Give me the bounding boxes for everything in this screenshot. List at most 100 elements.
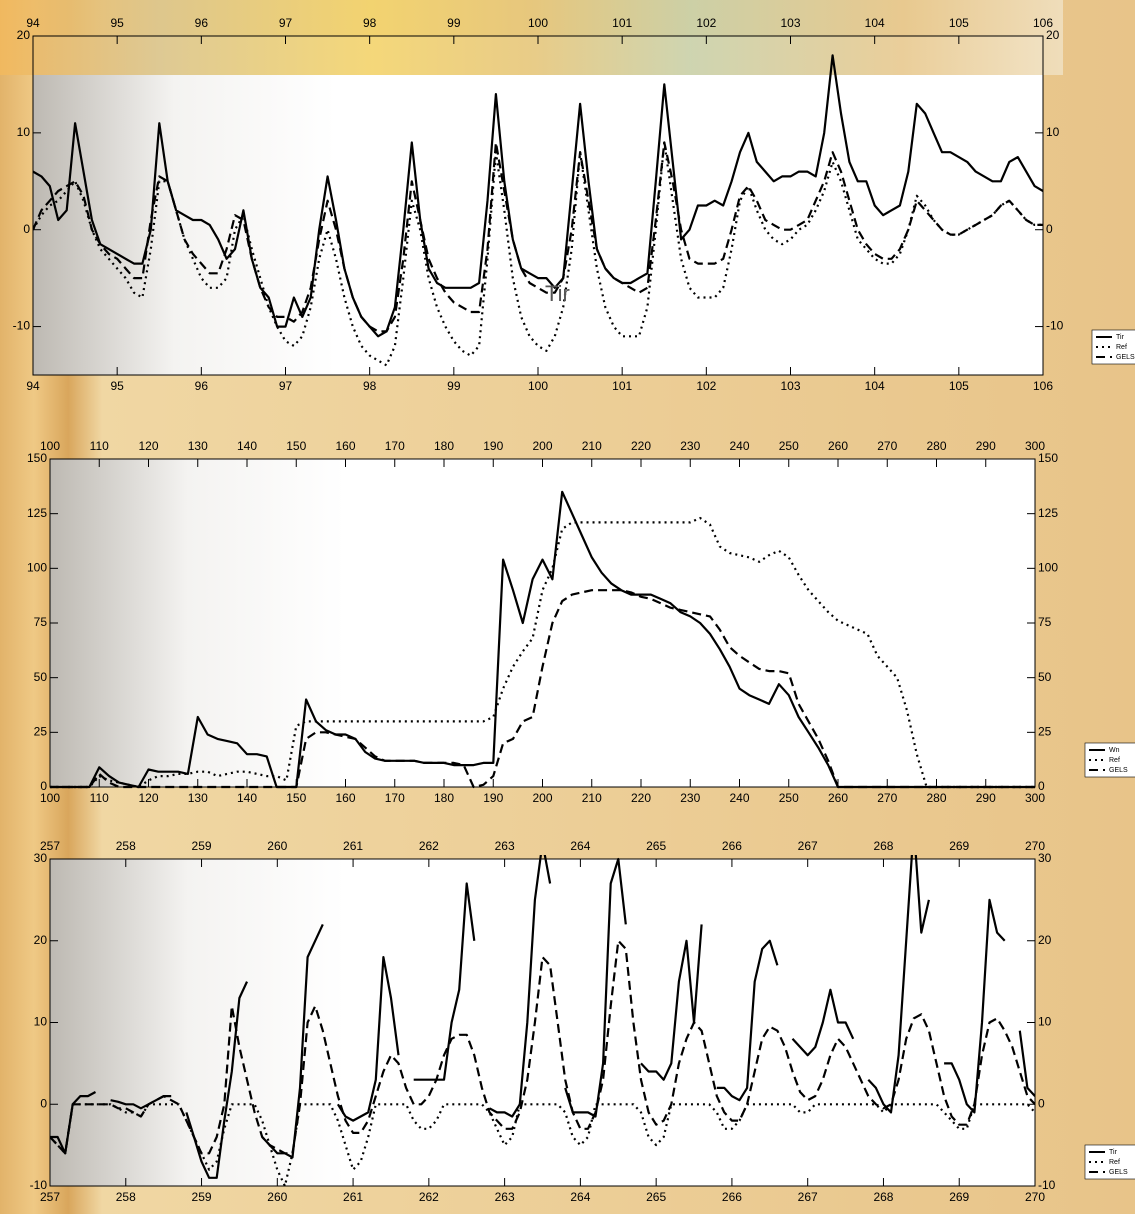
x-tick-label: 200 xyxy=(532,791,552,805)
x-tick-label: 270 xyxy=(1025,1190,1045,1204)
legend-label: Ref xyxy=(1109,757,1120,764)
x-tick-label-top: 150 xyxy=(286,439,306,453)
y-tick-label-right: 125 xyxy=(1038,506,1058,520)
x-tick-label: 262 xyxy=(419,1190,439,1204)
x-tick-label: 120 xyxy=(138,791,158,805)
y-tick-label: -10 xyxy=(13,319,31,333)
y-tick-label-right: 75 xyxy=(1038,615,1052,629)
x-tick-label-top: 130 xyxy=(188,439,208,453)
x-tick-label-top: 280 xyxy=(926,439,946,453)
y-tick-label-right: 25 xyxy=(1038,725,1052,739)
x-tick-label: 160 xyxy=(335,791,355,805)
x-tick-label-top: 269 xyxy=(949,839,969,853)
x-tick-label: 101 xyxy=(612,379,632,393)
x-tick-label-top: 240 xyxy=(729,439,749,453)
x-tick-label-top: 220 xyxy=(631,439,651,453)
x-tick-label-top: 210 xyxy=(582,439,602,453)
x-tick-label-top: 170 xyxy=(385,439,405,453)
x-tick-label: 110 xyxy=(90,791,109,805)
x-tick-label: 102 xyxy=(696,379,716,393)
x-tick-label: 95 xyxy=(110,379,124,393)
y-tick-label: 100 xyxy=(27,561,47,575)
x-tick-label-top: 290 xyxy=(976,439,996,453)
x-tick-label-top: 98 xyxy=(363,16,377,30)
x-tick-label: 268 xyxy=(873,1190,893,1204)
y-tick-label-right: 50 xyxy=(1038,670,1052,684)
x-tick-label: 94 xyxy=(26,379,40,393)
x-tick-label-top: 160 xyxy=(335,439,355,453)
legend-label: Tir xyxy=(1116,334,1125,341)
legend-label: Ref xyxy=(1116,344,1127,351)
x-tick-label-top: 97 xyxy=(279,16,293,30)
x-tick-label: 300 xyxy=(1025,791,1045,805)
legend-label: GELS xyxy=(1109,1169,1128,1176)
x-tick-label-top: 95 xyxy=(110,16,124,30)
x-tick-label: 263 xyxy=(495,1190,515,1204)
x-tick-label: 260 xyxy=(828,791,848,805)
x-tick-label: 97 xyxy=(279,379,293,393)
x-tick-label: 103 xyxy=(780,379,800,393)
legend-label: Wn xyxy=(1109,747,1120,754)
y-tick-label-right: 150 xyxy=(1038,451,1058,465)
legend: Tir Ref GELS xyxy=(1085,1145,1135,1179)
x-tick-label-top: 263 xyxy=(495,839,515,853)
x-tick-label: 240 xyxy=(729,791,749,805)
header-band xyxy=(0,0,1063,75)
x-tick-label: 267 xyxy=(798,1190,818,1204)
x-tick-label-top: 200 xyxy=(532,439,552,453)
x-tick-label-top: 259 xyxy=(192,839,212,853)
x-tick-label-top: 268 xyxy=(873,839,893,853)
legend-label: Tir xyxy=(1109,1149,1118,1156)
x-tick-label-top: 100 xyxy=(528,16,548,30)
x-tick-label: 266 xyxy=(722,1190,742,1204)
y-tick-label-right: 0 xyxy=(1038,779,1045,793)
x-tick-label-top: 264 xyxy=(570,839,590,853)
x-tick-label: 220 xyxy=(631,791,651,805)
x-tick-label: 250 xyxy=(779,791,799,805)
x-tick-label-top: 190 xyxy=(483,439,503,453)
y-tick-label: 30 xyxy=(34,851,48,865)
y-tick-label: 150 xyxy=(27,451,47,465)
x-tick-label-top: 260 xyxy=(828,439,848,453)
y-tick-label: 20 xyxy=(17,28,31,42)
y-tick-label-right: 20 xyxy=(1046,28,1060,42)
x-tick-label: 180 xyxy=(434,791,454,805)
x-tick-label: 261 xyxy=(343,1190,363,1204)
x-tick-label-top: 120 xyxy=(138,439,158,453)
x-tick-label-top: 250 xyxy=(779,439,799,453)
x-tick-label-top: 258 xyxy=(116,839,136,853)
plot-background xyxy=(50,459,1035,787)
x-tick-label: 104 xyxy=(865,379,885,393)
y-tick-label: 25 xyxy=(34,725,48,739)
x-tick-label-top: 110 xyxy=(90,439,109,453)
x-tick-label-top: 105 xyxy=(949,16,969,30)
x-tick-label-top: 267 xyxy=(798,839,818,853)
x-tick-label: 257 xyxy=(40,1190,60,1204)
x-tick-label: 230 xyxy=(680,791,700,805)
x-tick-label-top: 260 xyxy=(267,839,287,853)
x-tick-label: 210 xyxy=(582,791,602,805)
x-tick-label: 99 xyxy=(447,379,461,393)
y-tick-label-right: -10 xyxy=(1038,1178,1056,1192)
y-tick-label-right: 100 xyxy=(1038,561,1058,575)
x-tick-label: 270 xyxy=(877,791,897,805)
x-tick-label: 260 xyxy=(267,1190,287,1204)
x-tick-label: 264 xyxy=(570,1190,590,1204)
legend: TirRefGELS xyxy=(1092,330,1135,364)
y-tick-label-right: 0 xyxy=(1046,222,1053,236)
y-tick-label: 10 xyxy=(34,1015,48,1029)
x-tick-label: 290 xyxy=(976,791,996,805)
x-tick-label-top: 262 xyxy=(419,839,439,853)
legend-label: Ref xyxy=(1109,1159,1120,1166)
y-tick-label: 0 xyxy=(40,1096,47,1110)
page: 9494959596969797989899991001001011011021… xyxy=(0,0,1135,1214)
y-tick-label-right: 10 xyxy=(1038,1015,1052,1029)
x-tick-label: 140 xyxy=(237,791,257,805)
x-tick-label: 265 xyxy=(646,1190,666,1204)
x-tick-label: 269 xyxy=(949,1190,969,1204)
x-tick-label-top: 102 xyxy=(696,16,716,30)
x-tick-label-top: 104 xyxy=(865,16,885,30)
x-tick-label-top: 103 xyxy=(780,16,800,30)
y-tick-label: 20 xyxy=(34,933,48,947)
